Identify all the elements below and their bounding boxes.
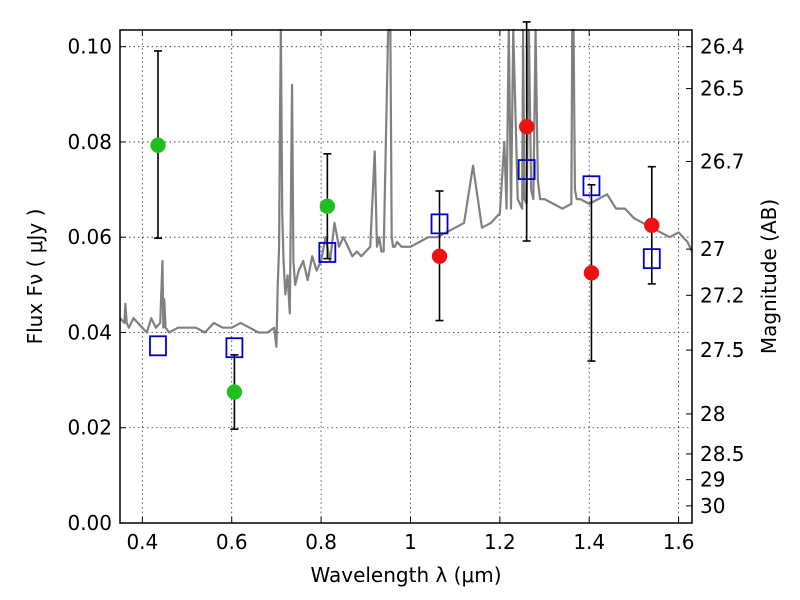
x-tick-label: 1 <box>404 530 417 554</box>
y2-tick-label: 26.7 <box>700 149 745 173</box>
y-tick-label: 0.00 <box>67 511 112 535</box>
y2-tick-label: 27.2 <box>700 283 745 307</box>
y-tick-label: 0.08 <box>67 130 112 154</box>
y2-axis-label: Magnitude (AB) <box>757 199 781 354</box>
red-data-point <box>583 265 600 281</box>
x-tick-label: 0.4 <box>126 530 158 554</box>
model-photometry-square <box>225 337 244 359</box>
red-data-point <box>518 118 535 135</box>
x-tick-label: 1.4 <box>573 530 605 554</box>
y2-tick-label: 27.5 <box>700 338 745 362</box>
y2-tick-label: 26.5 <box>700 77 745 101</box>
model-spectrum-line <box>119 28 693 348</box>
model-photometry-square <box>517 159 536 180</box>
y2-tick-label: 30 <box>700 494 725 518</box>
green-data-point <box>319 198 336 214</box>
y-tick-label: 0.04 <box>67 320 112 344</box>
x-tick-label: 0.6 <box>216 530 248 554</box>
model-photometry-square <box>642 248 661 270</box>
y2-tick-label: 27 <box>700 237 725 261</box>
y-tick-label: 0.06 <box>67 225 112 249</box>
y-axis-label: Flux Fν ( μJy ) <box>23 209 47 345</box>
model-photometry-square <box>582 175 601 197</box>
x-tick-label: 1.2 <box>484 530 516 554</box>
x-tick-label: 0.8 <box>305 530 337 554</box>
y-tick-label: 0.02 <box>67 416 112 440</box>
red-data-point <box>431 248 448 265</box>
points-layer <box>149 21 661 430</box>
y2-tick-label: 29 <box>700 468 725 492</box>
model-photometry-square <box>318 242 337 263</box>
x-tick-label: 1.6 <box>663 530 695 554</box>
y2-tick-label: 28.5 <box>700 442 745 466</box>
plot-frame <box>119 29 693 524</box>
spectrum-layer <box>119 28 693 348</box>
green-data-point <box>150 137 166 154</box>
y-tick-label: 0.10 <box>67 35 112 59</box>
model-photometry-square <box>430 213 449 235</box>
x-axis-label: Wavelength λ (μm) <box>310 563 501 587</box>
y2-tick-label: 26.4 <box>700 35 745 59</box>
y2-tick-label: 28 <box>700 402 725 426</box>
red-data-point <box>644 217 660 234</box>
ticks-layer: 0.4 0.6 0.8 1 1.2 1.4 1.6 0.00 0.02 0.04 0.06 0.08 0… <box>67 30 745 554</box>
grid-layer <box>120 30 692 523</box>
green-data-point <box>226 384 243 400</box>
model-photometry-square <box>149 335 167 357</box>
